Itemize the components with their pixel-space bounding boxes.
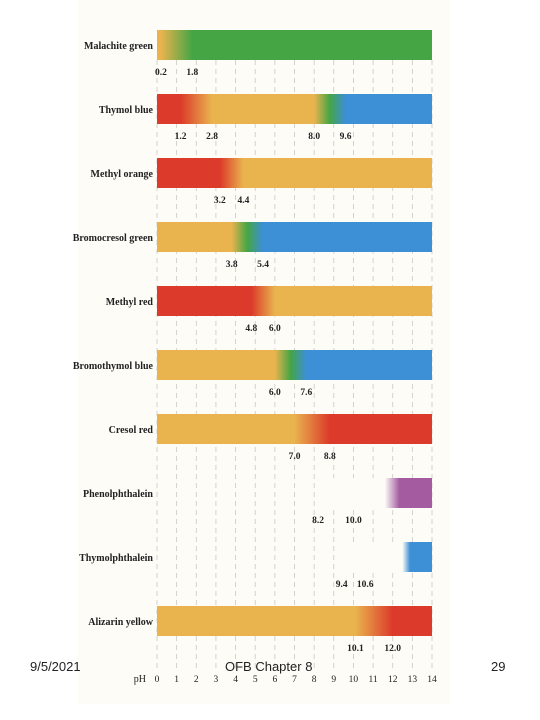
ph-axis: pH 0 1 2 3 4 5 6 7 8 9 10 11 12 13 14 bbox=[134, 674, 437, 685]
indicator-bar bbox=[157, 286, 432, 316]
tick-label: 7 bbox=[292, 675, 297, 685]
footer-title: OFB Chapter 8 bbox=[225, 659, 313, 674]
indicator-bar bbox=[157, 606, 432, 636]
transition-high-label: 8.8 bbox=[324, 452, 336, 462]
tick-label: 1 bbox=[174, 675, 179, 685]
transition-low-label: 10.1 bbox=[347, 644, 364, 654]
tick-label: 2 bbox=[194, 675, 199, 685]
transition-high-label: 2.8 bbox=[206, 132, 218, 142]
indicator-name: Bromothymol blue bbox=[73, 361, 154, 372]
indicator-name: Alizarin yellow bbox=[88, 617, 153, 628]
tick-label: 3 bbox=[214, 675, 219, 685]
indicator-name: Thymolphthalein bbox=[79, 553, 153, 564]
transition-low-label: 1.2 bbox=[175, 132, 187, 142]
transition-high-label: 6.0 bbox=[269, 324, 281, 334]
axis-label: pH bbox=[134, 674, 146, 685]
indicator-bar bbox=[157, 414, 432, 444]
transition-high-label: 1.8 bbox=[186, 68, 198, 78]
tick-label: 10 bbox=[349, 675, 359, 685]
transition-high-label: 10.0 bbox=[345, 516, 362, 526]
indicator-name: Methyl red bbox=[106, 297, 154, 308]
indicator-name: Thymol blue bbox=[99, 105, 154, 116]
indicator-name: Phenolphthalein bbox=[83, 489, 153, 500]
transition-high-label: 12.0 bbox=[384, 644, 401, 654]
tick-label: 9 bbox=[331, 675, 336, 685]
transition-low-label: 3.2 bbox=[214, 196, 226, 206]
tick-label: 12 bbox=[388, 675, 398, 685]
tick-label: 6 bbox=[272, 675, 277, 685]
tick-label: 0 bbox=[155, 675, 160, 685]
tick-label: 11 bbox=[368, 675, 377, 685]
tick-label: 13 bbox=[408, 675, 418, 685]
footer-date: 9/5/2021 bbox=[30, 659, 81, 674]
transition-low-label: 4.8 bbox=[245, 324, 257, 334]
indicator-labels: Malachite green 0.2 1.8 Thymol blue 1.2 2.8 8.… bbox=[73, 41, 402, 654]
transition-high-label: 10.6 bbox=[357, 580, 374, 590]
indicator-name: Cresol red bbox=[109, 425, 154, 436]
indicator-bar bbox=[157, 94, 432, 124]
indicator-bars bbox=[157, 30, 432, 636]
transition-low-label: 8.0 bbox=[308, 132, 320, 142]
transition-high-label: 4.4 bbox=[237, 196, 249, 206]
transition-high-label: 7.6 bbox=[300, 388, 312, 398]
indicator-name: Methyl orange bbox=[91, 169, 154, 180]
transition-low-label: 6.0 bbox=[269, 388, 281, 398]
indicator-bar bbox=[157, 158, 432, 188]
transition-low-label: 0.2 bbox=[155, 68, 167, 78]
tick-label: 8 bbox=[312, 675, 317, 685]
indicator-bar bbox=[157, 30, 432, 60]
tick-label: 14 bbox=[427, 675, 437, 685]
tick-label: 4 bbox=[233, 675, 238, 685]
indicator-name: Malachite green bbox=[84, 41, 153, 52]
transition-low-label: 9.4 bbox=[336, 580, 348, 590]
indicator-bar bbox=[318, 478, 432, 508]
indicator-bar bbox=[157, 222, 432, 252]
transition-low-label: 8.2 bbox=[312, 516, 324, 526]
indicator-name: Bromocresol green bbox=[73, 233, 154, 244]
indicator-bar bbox=[341, 542, 432, 572]
tick-label: 5 bbox=[253, 675, 258, 685]
indicator-bar bbox=[157, 350, 432, 380]
transition-low-label: 3.8 bbox=[226, 260, 238, 270]
transition-high-label: 9.6 bbox=[340, 132, 352, 142]
transition-low-label: 7.0 bbox=[289, 452, 301, 462]
footer-page-number: 29 bbox=[491, 659, 506, 674]
transition-high-label: 5.4 bbox=[257, 260, 269, 270]
